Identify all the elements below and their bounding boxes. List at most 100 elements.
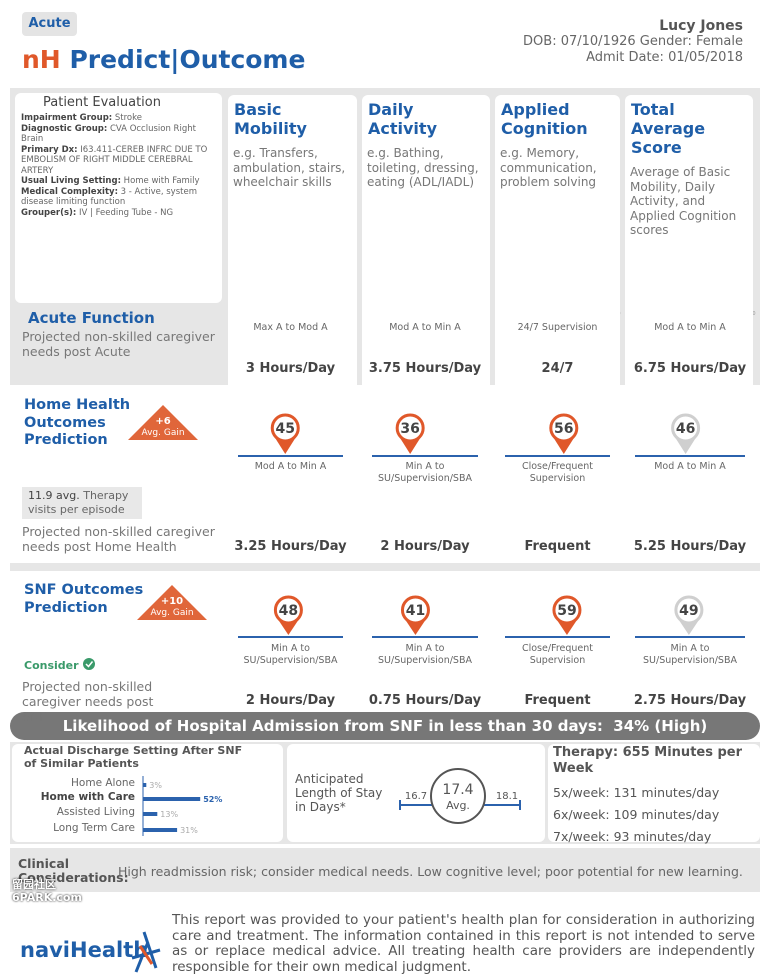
pin	[395, 413, 425, 443]
score-value: 48	[279, 603, 298, 619]
hours: 2 Hours/Day	[245, 693, 336, 708]
stay-label: Anticipated Length of Stay in Days*	[295, 772, 383, 814]
hours: 2.75 Hours/Day	[633, 693, 747, 708]
brand: nH	[22, 45, 61, 74]
therapy-line: 6x/week: 109 minutes/day	[553, 807, 720, 822]
row-title: Acute Function	[28, 309, 155, 327]
hours: 6.75 Hours/Day	[633, 361, 747, 376]
gain-value: +10	[161, 596, 183, 607]
therapy-visits: 11.9 avg. Therapy visits per episode	[22, 487, 142, 519]
score-value: 56	[554, 421, 573, 437]
hours: 5.25 Hours/Day	[633, 539, 747, 554]
score-label: Mod A to Min A	[389, 322, 461, 333]
score-label: Max A to Mod A	[253, 322, 328, 333]
stay-avg-label: Avg.	[446, 799, 470, 812]
disclaimer: This report was provided to your patient…	[172, 912, 755, 975]
discharge-value: 13%	[160, 810, 178, 819]
watermark: 留园社区 6PARK.com	[12, 878, 82, 904]
separator: |	[170, 45, 180, 74]
demographics: DOB: 07/10/1926 Gender: Female	[523, 34, 743, 50]
likelihood-label: Likelihood of Hospital Admission from SN…	[62, 717, 603, 735]
subtitle: Outcome	[179, 45, 306, 74]
stay-circle	[430, 768, 486, 824]
row-note: Projected non-skilled caregiver needs po…	[22, 679, 154, 724]
therapy-lines: 5x/week: 131 minutes/day 6x/week: 109 min…	[553, 782, 760, 848]
pin	[552, 595, 582, 625]
discharge-value: 3%	[149, 781, 162, 790]
evaluation-items: Impairment Group: Stroke Diagnostic Group…	[21, 113, 218, 218]
pin	[273, 595, 303, 625]
hours: 3.25 Hours/Day	[234, 539, 347, 554]
discharge-value: 52%	[203, 795, 222, 804]
column-description: e.g. Memory, communication, problem solv…	[500, 146, 597, 189]
stay-min: 16.7	[405, 791, 427, 802]
therapy-title: Therapy: 655 Minutes per Week	[553, 745, 743, 776]
item-value: Home with Family	[123, 176, 200, 186]
column-description: e.g. Transfers, ambulation, stairs, whee…	[233, 146, 346, 189]
score-value: 41	[406, 603, 425, 619]
gain-badge	[128, 405, 198, 440]
score-label: Min A to SU/Supervision/SBA	[643, 643, 737, 666]
column-title: Total Average Score	[631, 100, 706, 157]
report-title: nH Predict|Outcome	[22, 45, 305, 74]
item-value: IV | Feeding Tube - NG	[79, 207, 174, 218]
pin	[674, 595, 704, 625]
item-label: Diagnostic Group:	[21, 123, 108, 134]
score-label: Mod A to Min A	[654, 322, 726, 333]
column-title: Applied Cognition	[501, 100, 588, 138]
evaluation-item: Usual Living Setting: Home with Family	[21, 176, 218, 187]
item-label: Usual Living Setting:	[21, 176, 121, 186]
item-label: Primary Dx:	[21, 144, 78, 155]
section-divider	[10, 563, 760, 571]
patient-name: Lucy Jones	[659, 18, 743, 34]
therapy-line: 7x/week: 93 minutes/day	[553, 829, 712, 844]
discharge-bar	[143, 797, 201, 801]
discharge-category: Home with Care	[40, 791, 135, 803]
badge: Acute	[22, 12, 77, 36]
stay-max: 18.1	[496, 791, 518, 802]
gain-label: Avg. Gain	[150, 608, 193, 618]
consider-check	[83, 658, 95, 670]
check-mark	[85, 661, 94, 668]
column-description: e.g. Bathing, toileting, dressing, eatin…	[367, 146, 479, 189]
score-label: Close/Frequent Supervision	[521, 461, 594, 484]
discharge-bar	[143, 783, 147, 787]
evaluation-item: Diagnostic Group: CVA Occlusion Right Br…	[21, 124, 218, 145]
logo-accent	[138, 945, 154, 965]
pin	[549, 413, 579, 443]
gain-value: +6	[155, 416, 170, 427]
likelihood-value: 34% (High)	[613, 717, 708, 735]
row-title: SNF Outcomes Prediction	[24, 582, 144, 616]
patient-evaluation: Patient Evaluation Impairment Group: Str…	[15, 93, 222, 303]
item-label: Grouper(s):	[21, 207, 77, 218]
score-label: Min A to SU/Supervision/SBA	[378, 461, 472, 484]
therapy-box: Therapy: 655 Minutes per Week 5x/week: 1…	[548, 744, 760, 844]
hours: Frequent	[524, 693, 591, 708]
logo: naviHealth	[20, 938, 149, 962]
gain-label: Avg. Gain	[141, 428, 184, 438]
score-label: Min A to SU/Supervision/SBA	[243, 643, 338, 666]
score-label: 24/7 Supervision	[517, 322, 598, 333]
pin	[400, 595, 430, 625]
pin	[671, 413, 701, 443]
hours: Frequent	[524, 539, 591, 554]
admit-date: Admit Date: 01/05/2018	[586, 50, 743, 65]
column-title: Basic Mobility	[234, 100, 307, 138]
discharge-bar	[143, 812, 158, 816]
item-value: CVA Occlusion Right Brain	[21, 123, 196, 145]
discharge-title: Actual Discharge Setting After SNF of Si…	[24, 744, 243, 770]
score-value: 45	[276, 421, 295, 437]
hours: 24/7	[541, 361, 574, 376]
score-label: Close/Frequent Supervision	[521, 643, 594, 666]
score-value: 36	[400, 421, 419, 437]
title: Predict	[69, 45, 171, 74]
evaluation-item: Impairment Group: Stroke	[21, 113, 218, 124]
visits-value: 11.9 avg.	[28, 489, 80, 502]
hours: 2 Hours/Day	[380, 539, 470, 554]
clinical-panel: Clinical Considerations: High readmissio…	[10, 848, 760, 892]
discharge-category: Home Alone	[71, 777, 135, 789]
clinical-label: Clinical Considerations:	[18, 856, 129, 885]
watermark-cn: 留园社区	[12, 878, 56, 891]
score-value: 49	[679, 603, 698, 619]
